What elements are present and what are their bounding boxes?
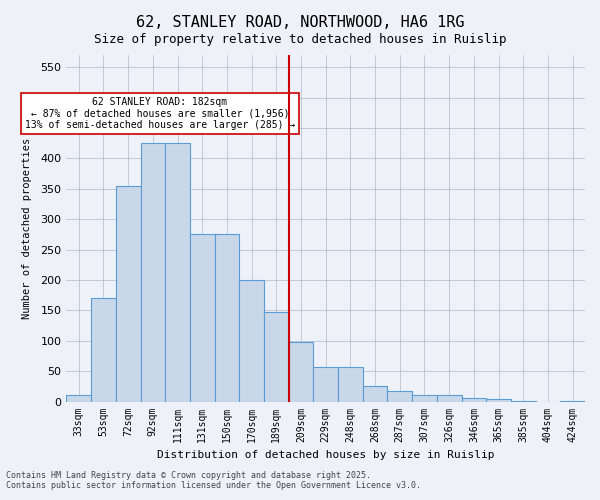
Bar <box>289 342 313 402</box>
Bar <box>264 312 289 402</box>
Y-axis label: Number of detached properties: Number of detached properties <box>22 138 32 319</box>
Bar <box>91 298 116 402</box>
Bar <box>486 399 511 402</box>
Bar <box>461 398 486 402</box>
Bar <box>215 234 239 402</box>
Text: 62 STANLEY ROAD: 182sqm
← 87% of detached houses are smaller (1,956)
13% of semi: 62 STANLEY ROAD: 182sqm ← 87% of detache… <box>25 96 295 130</box>
Text: Size of property relative to detached houses in Ruislip: Size of property relative to detached ho… <box>94 32 506 46</box>
Bar <box>239 280 264 402</box>
Bar <box>190 234 215 402</box>
Bar <box>560 401 585 402</box>
Bar <box>437 396 461 402</box>
Bar <box>388 391 412 402</box>
Text: 62, STANLEY ROAD, NORTHWOOD, HA6 1RG: 62, STANLEY ROAD, NORTHWOOD, HA6 1RG <box>136 15 464 30</box>
Bar <box>338 367 363 402</box>
Bar <box>363 386 388 402</box>
Bar <box>511 401 536 402</box>
Bar <box>67 396 91 402</box>
Bar <box>140 143 165 402</box>
X-axis label: Distribution of detached houses by size in Ruislip: Distribution of detached houses by size … <box>157 450 494 460</box>
Bar <box>313 367 338 402</box>
Bar <box>412 396 437 402</box>
Bar <box>165 143 190 402</box>
Bar <box>116 186 140 402</box>
Text: Contains HM Land Registry data © Crown copyright and database right 2025.
Contai: Contains HM Land Registry data © Crown c… <box>6 470 421 490</box>
